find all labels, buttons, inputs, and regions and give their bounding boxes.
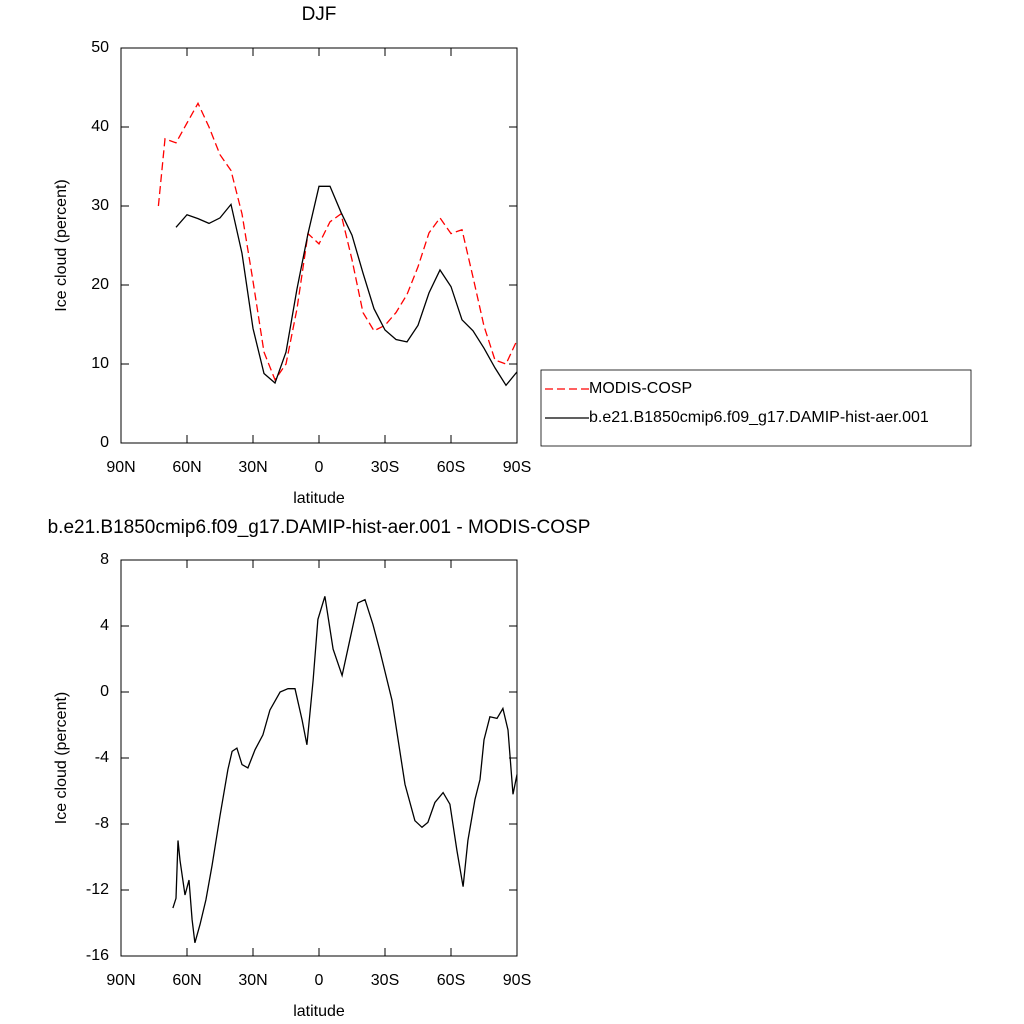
y-tick-label: -16 (86, 947, 109, 964)
x-tick-label: 0 (315, 972, 324, 989)
y-tick-label: 0 (100, 434, 109, 451)
x-tick-label: 60S (437, 972, 465, 989)
x-tick-label: 90N (106, 972, 135, 989)
chart-title: DJF (302, 4, 337, 25)
x-tick-label: 90N (106, 459, 135, 476)
y-tick-label: -4 (95, 749, 109, 766)
y-tick-label: 50 (91, 39, 109, 56)
y-tick-label: 8 (100, 551, 109, 568)
x-tick-label: 60N (172, 459, 201, 476)
y-tick-label: 4 (100, 617, 109, 634)
x-tick-label: 30N (238, 972, 267, 989)
data-line (172, 596, 518, 943)
x-tick-label: 0 (315, 459, 324, 476)
y-tick-label: -8 (95, 815, 109, 832)
legend-label: b.e21.B1850cmip6.f09_g17.DAMIP-hist-aer.… (589, 409, 929, 426)
chart-title: b.e21.B1850cmip6.f09_g17.DAMIP-hist-aer.… (48, 517, 591, 538)
plot-frame (120, 47, 518, 444)
data-line (157, 101, 518, 382)
x-tick-label: 30N (238, 459, 267, 476)
y-tick-label: -12 (86, 881, 109, 898)
y-tick-label: 40 (91, 118, 109, 135)
x-tick-label: 90S (503, 972, 531, 989)
x-tick-label: 30S (371, 972, 399, 989)
x-axis-label: latitude (293, 490, 345, 507)
y-tick-label: 30 (91, 197, 109, 214)
x-tick-label: 60N (172, 972, 201, 989)
y-axis-label: Ice cloud (percent) (53, 692, 70, 825)
x-axis-label: latitude (293, 1003, 345, 1020)
y-tick-label: 20 (91, 276, 109, 293)
y-tick-label: 0 (100, 683, 109, 700)
data-line (175, 185, 518, 387)
legend-box (540, 369, 972, 447)
y-axis-label: Ice cloud (percent) (53, 179, 70, 312)
x-tick-label: 30S (371, 459, 399, 476)
plot-frame (120, 559, 518, 957)
x-tick-label: 60S (437, 459, 465, 476)
x-tick-label: 90S (503, 459, 531, 476)
legend-label: MODIS-COSP (589, 380, 692, 397)
y-tick-label: 10 (91, 355, 109, 372)
